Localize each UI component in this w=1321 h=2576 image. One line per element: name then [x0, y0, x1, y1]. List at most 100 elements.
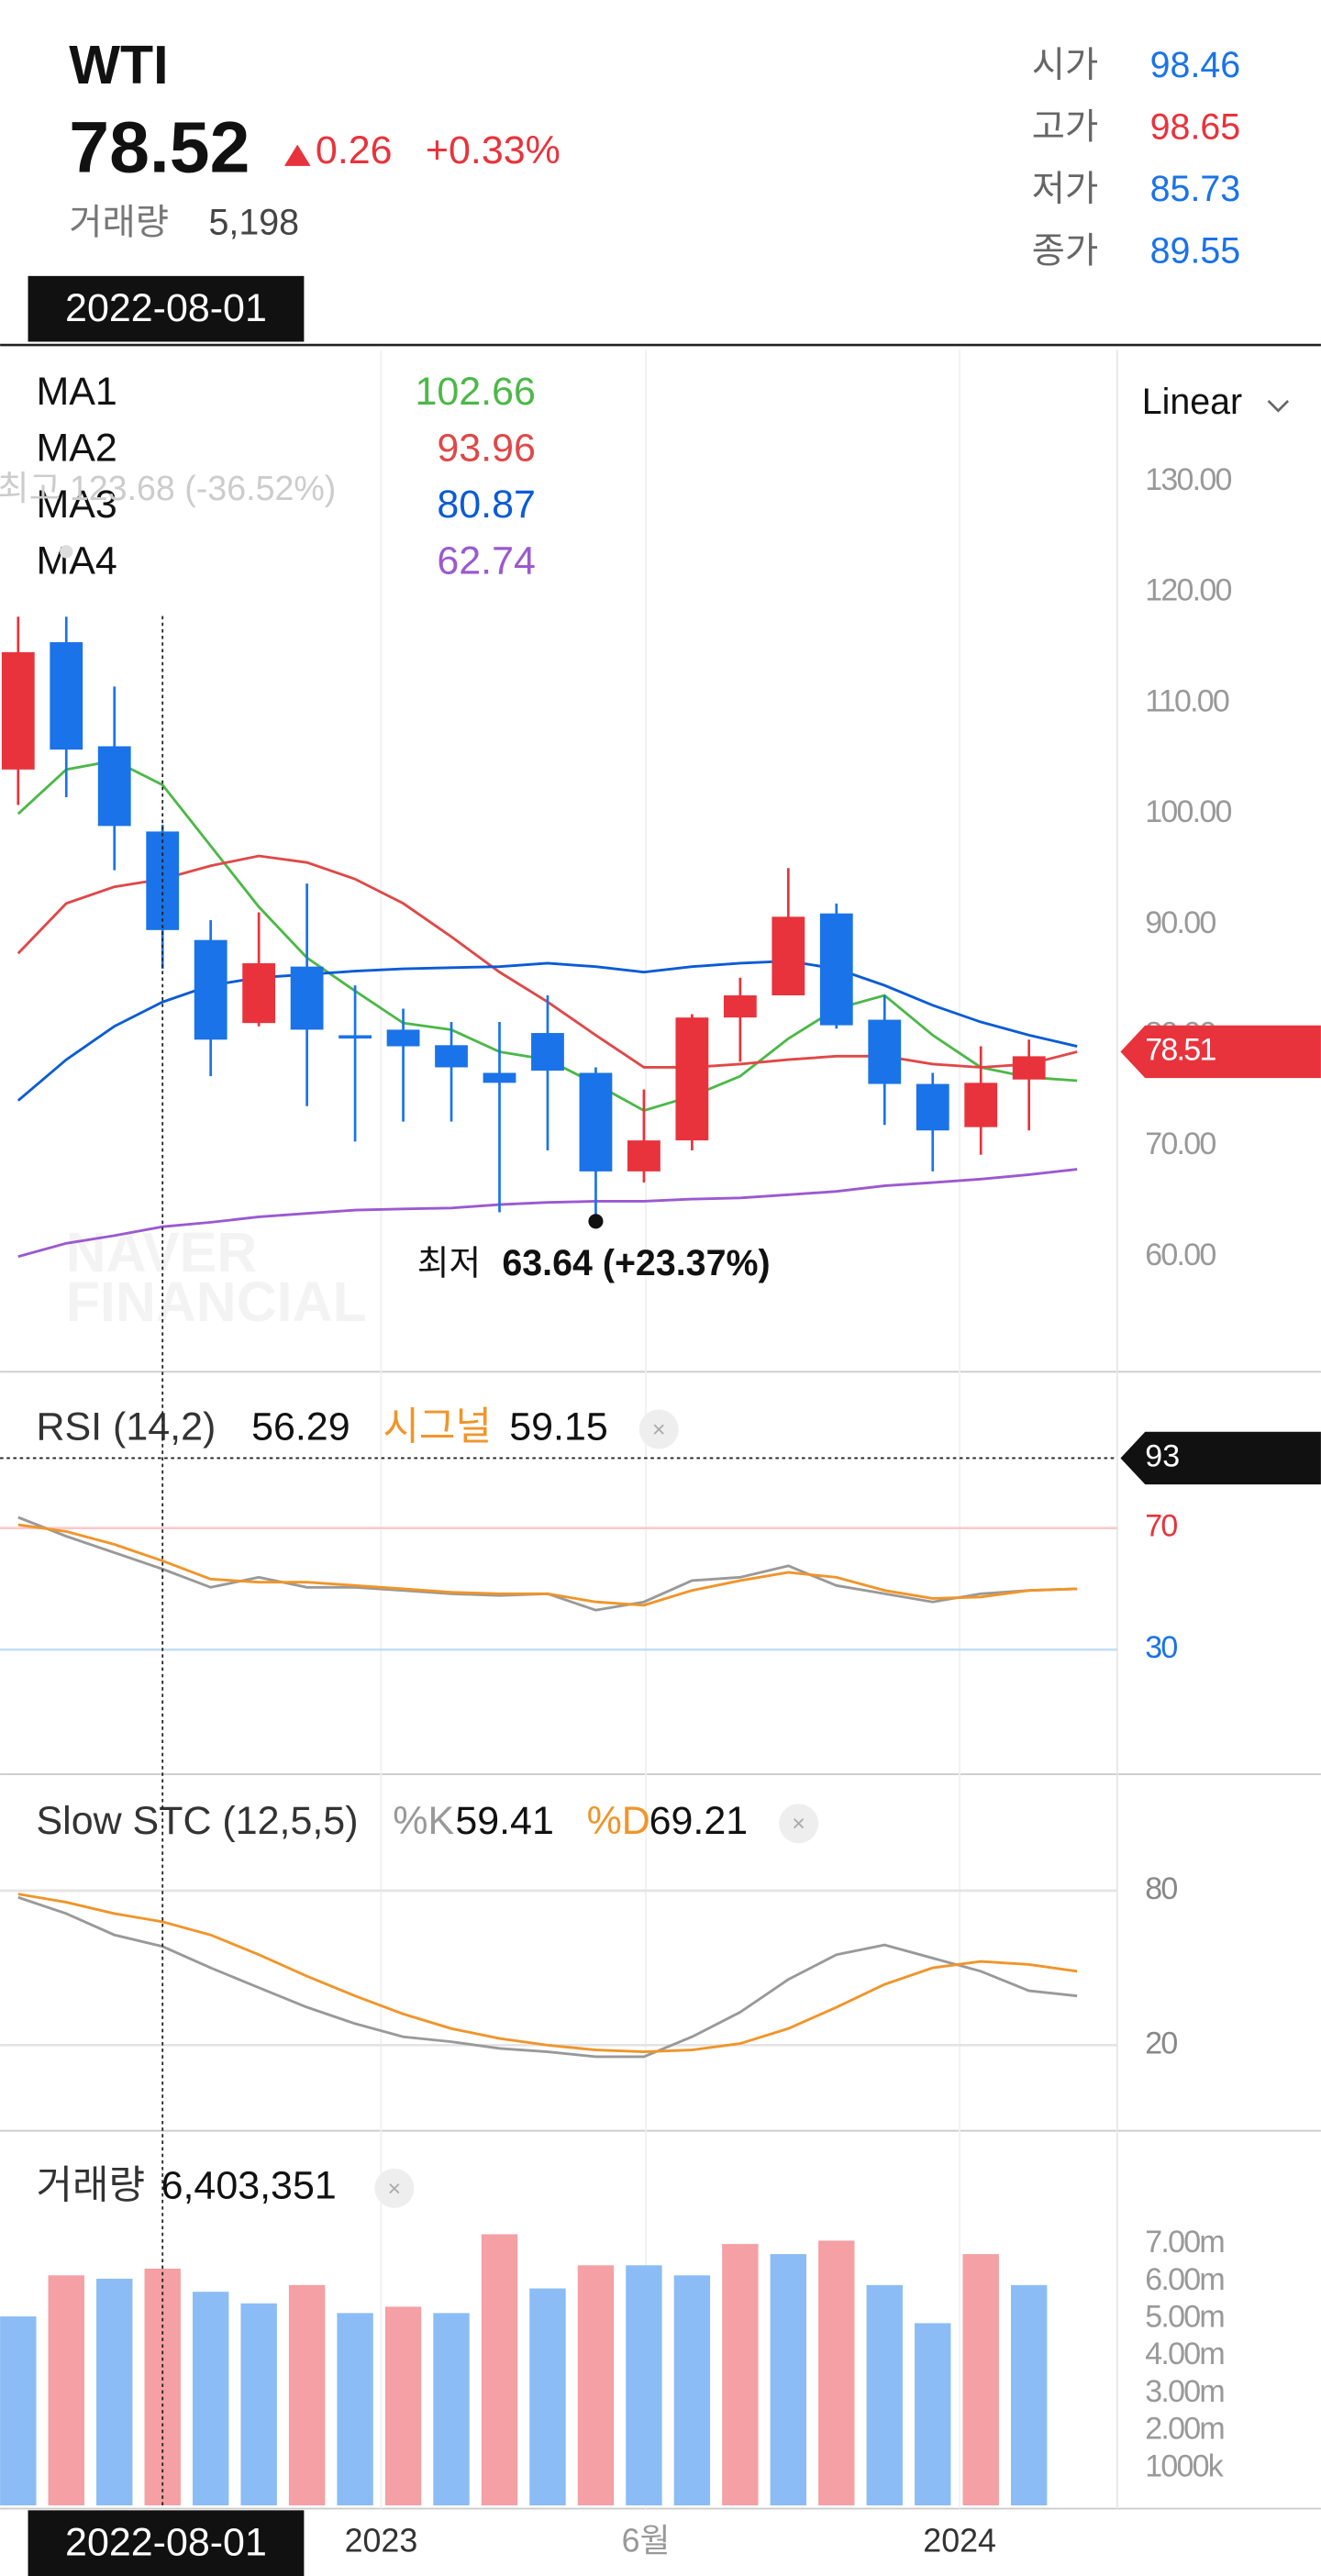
volume-bar [722, 2244, 759, 2505]
panel-title: RSI (14,2) [36, 1405, 216, 1449]
candle-body [50, 642, 83, 750]
candle-body [386, 1029, 420, 1047]
legend-value: 102.66 [415, 370, 535, 414]
volume-bar [481, 2234, 518, 2505]
series-line [17, 1168, 1078, 1259]
low-dot [588, 1214, 604, 1229]
panel-title: Slow STC (12,5,5) [36, 1799, 358, 1843]
x-tick-label: 2024 [923, 2523, 996, 2559]
legend-name: MA4 [36, 539, 117, 583]
volume-label: 거래량 [69, 203, 169, 243]
legend-name: MA1 [36, 370, 117, 414]
legend-value: 59.41 [455, 1799, 554, 1843]
candle-body [531, 1033, 564, 1071]
volume-bar [818, 2240, 855, 2505]
candle-body [1, 651, 35, 770]
volume-bar [0, 2316, 37, 2505]
crosshair-date: 2022-08-01 [65, 2520, 267, 2564]
crosshair-date: 2022-08-01 [65, 286, 267, 330]
ohlc-label: 저가 [1032, 169, 1098, 209]
low-label: 최저 [417, 1244, 481, 1282]
dropdown-chevron[interactable] [1267, 400, 1290, 413]
y-tick-label: 70 [1145, 1509, 1177, 1544]
candle-body [723, 995, 757, 1018]
change: 0.26 [316, 128, 393, 172]
legend-name: MA3 [36, 483, 117, 527]
y-tick-label: 120.00 [1145, 573, 1231, 608]
legend-name: MA2 [36, 427, 117, 471]
remove-indicator[interactable] [638, 1409, 679, 1449]
candle-body [242, 963, 276, 1024]
legend-name: 시그널 [383, 1405, 492, 1449]
candle-body [290, 966, 324, 1030]
candle-body [916, 1083, 949, 1131]
date-box [28, 2510, 305, 2576]
volume-bar [866, 2284, 903, 2505]
last-price: 78.51 [1145, 1032, 1216, 1067]
legend-value: 56.29 [251, 1405, 350, 1449]
y-tick-label: 20 [1145, 2026, 1177, 2060]
price: 78.52 [69, 106, 250, 187]
candle-body [97, 746, 131, 827]
ohlc-value: 98.46 [1150, 45, 1241, 85]
candle-body [772, 916, 805, 996]
y-tick-label: 60.00 [1145, 1238, 1216, 1272]
legend-value: 80.87 [437, 483, 536, 527]
remove-icon[interactable]: × [388, 2176, 402, 2202]
volume-bar [770, 2254, 807, 2505]
candle-body [1012, 1056, 1046, 1080]
candle-body [579, 1072, 613, 1171]
low-text: 63.64 (+23.37%) [502, 1243, 770, 1283]
volume-bar [577, 2265, 615, 2505]
y-tick-label: 100.00 [1145, 794, 1231, 829]
y-tick-label: 2.00m [1145, 2412, 1224, 2447]
y-tick-label: 1000k [1145, 2448, 1225, 2483]
ohlc-value: 85.73 [1150, 169, 1241, 209]
candle-body [194, 939, 228, 1040]
candle-body [339, 1035, 372, 1039]
candle-body [675, 1017, 709, 1141]
up-arrow [283, 144, 311, 166]
candle-body [819, 913, 853, 1026]
y-tick-label: 5.00m [1145, 2299, 1224, 2334]
high-text: 123.68 (-36.52%) [70, 469, 337, 507]
candle-body [868, 1019, 902, 1084]
volume-bar [337, 2313, 373, 2505]
legend-name: %K [393, 1799, 454, 1843]
volume-bar [529, 2288, 566, 2505]
ohlc-label: 고가 [1032, 106, 1098, 147]
volume-bar [48, 2275, 84, 2505]
candle-body [964, 1083, 998, 1127]
y-tick-label: 70.00 [1145, 1127, 1216, 1161]
y-tick-label: 6.00m [1145, 2262, 1224, 2297]
legend-value: 93.96 [437, 427, 536, 471]
remove-indicator[interactable] [779, 1804, 819, 1844]
legend-name: %D [587, 1799, 650, 1843]
panel-value: 6,403,351 [161, 2164, 337, 2208]
candle-body [435, 1045, 468, 1068]
y-tick-label: 4.00m [1145, 2337, 1224, 2371]
series-line [17, 1895, 1078, 2059]
candle-body [483, 1072, 516, 1083]
change-percent: +0.33% [426, 128, 561, 172]
remove-indicator[interactable] [374, 2168, 415, 2208]
remove-icon[interactable]: × [652, 1416, 666, 1442]
volume-bar [1010, 2284, 1048, 2505]
legend-value: 69.21 [649, 1799, 749, 1843]
ohlc-label: 시가 [1032, 45, 1098, 85]
ohlc-value: 98.65 [1150, 106, 1241, 147]
crosshair-tag [1120, 1431, 1321, 1485]
candle-body [627, 1140, 660, 1171]
watermark: NAVER [66, 1221, 258, 1283]
panel-title: 거래량 [36, 2164, 145, 2208]
legend-value: 59.15 [509, 1405, 608, 1449]
remove-icon[interactable]: × [792, 1811, 805, 1837]
y-tick-label: 7.00m [1145, 2225, 1224, 2260]
x-tick-label: 2023 [345, 2523, 418, 2559]
volume-bar [673, 2275, 711, 2505]
scale-mode[interactable]: Linear [1142, 382, 1242, 422]
y-tick-label: 30 [1145, 1630, 1177, 1665]
ohlc-value: 89.55 [1150, 230, 1241, 271]
date-box [28, 275, 305, 342]
x-tick-label: 6월 [622, 2523, 671, 2559]
